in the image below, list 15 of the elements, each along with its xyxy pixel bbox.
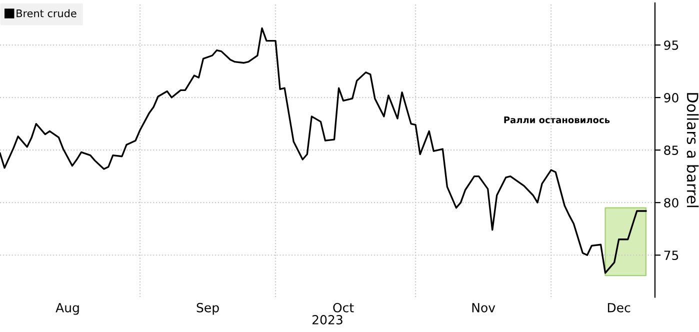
legend-label: Brent crude — [16, 9, 76, 18]
y-tick-label: 75 — [664, 250, 678, 260]
x-tick-label: Aug — [56, 303, 79, 315]
x-tick-label: Dec — [608, 303, 630, 312]
y-tick-label: 80 — [664, 198, 678, 208]
y-tick-label: 85 — [664, 146, 678, 155]
x-tick-label: Nov — [472, 303, 496, 312]
x-axis-title: 2023 — [312, 315, 342, 324]
y-axis-title: Dollars a barrel — [686, 93, 699, 208]
y-tick-label: 90 — [664, 93, 678, 102]
line-series — [0, 27, 647, 274]
x-tick-label: Sep — [196, 302, 219, 315]
y-tick-label: 95 — [664, 40, 678, 50]
x-tick-label: Oct — [333, 302, 354, 312]
annotation: Ралли остановилось — [504, 116, 610, 124]
